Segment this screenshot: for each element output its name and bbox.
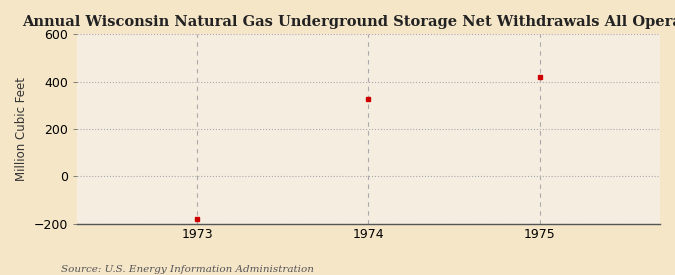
- Title: Annual Wisconsin Natural Gas Underground Storage Net Withdrawals All Operators: Annual Wisconsin Natural Gas Underground…: [22, 15, 675, 29]
- Y-axis label: Million Cubic Feet: Million Cubic Feet: [15, 77, 28, 181]
- Text: Source: U.S. Energy Information Administration: Source: U.S. Energy Information Administ…: [61, 265, 314, 274]
